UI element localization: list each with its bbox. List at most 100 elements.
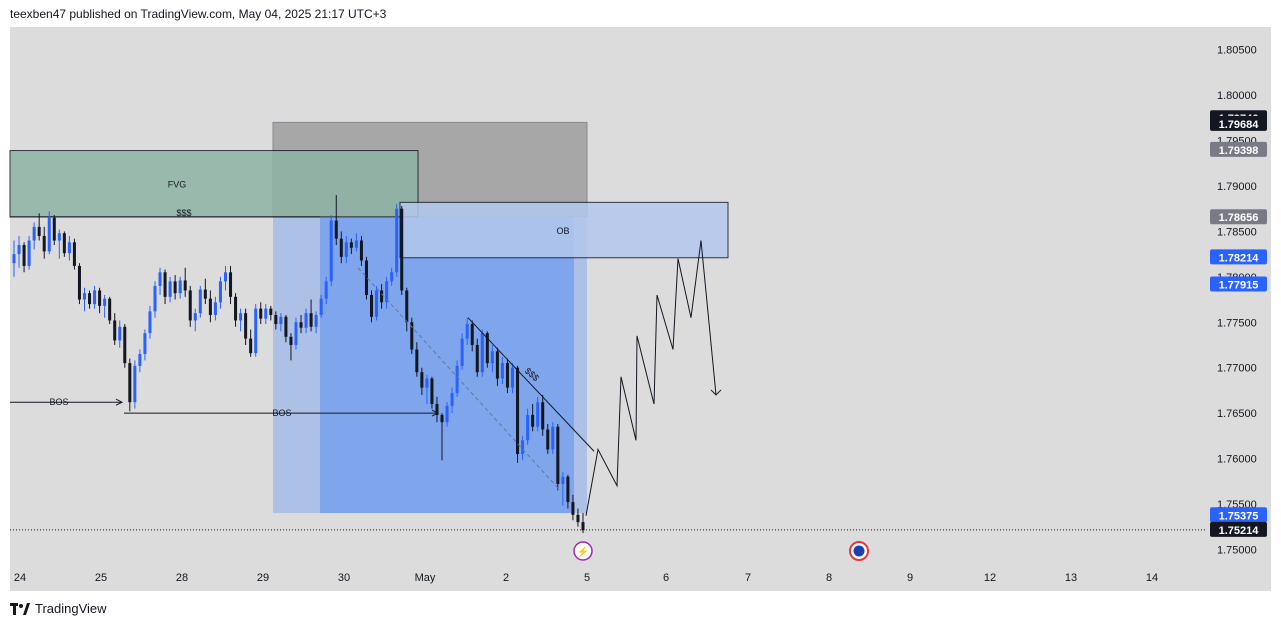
candle-body xyxy=(108,298,112,321)
candle-body xyxy=(319,298,323,315)
trendline xyxy=(467,317,595,452)
candle-body xyxy=(410,322,414,350)
candle-body xyxy=(22,245,26,266)
candle-body xyxy=(259,308,263,319)
candle-body xyxy=(42,235,46,252)
economic-event-inner xyxy=(853,545,865,557)
candle-body xyxy=(516,367,520,454)
y-tick-label: 1.77000 xyxy=(1217,363,1257,375)
candle-body xyxy=(445,405,449,423)
bos-right-label: BOS xyxy=(272,408,291,418)
candle-body xyxy=(294,322,298,345)
candle-body xyxy=(133,365,137,403)
lightning-event-icon[interactable] xyxy=(573,541,593,561)
x-tick-label: 28 xyxy=(176,572,188,584)
price-axis[interactable] xyxy=(1205,27,1271,563)
fvg-label: FVG xyxy=(168,180,187,190)
candle-body xyxy=(198,289,202,314)
candle-body xyxy=(395,208,399,273)
x-tick-label: 2 xyxy=(503,572,509,584)
x-tick-label: 12 xyxy=(984,572,996,584)
candle-body xyxy=(203,289,207,299)
plot-area[interactable] xyxy=(10,27,1205,563)
candle-body xyxy=(234,296,238,321)
x-tick-label: May xyxy=(415,572,436,584)
candle-body xyxy=(370,295,374,317)
candle-body xyxy=(390,272,394,282)
candle-body xyxy=(138,354,142,366)
candle-body xyxy=(148,311,152,334)
y-tick-label: 1.78500 xyxy=(1217,226,1257,238)
price-label-bg xyxy=(1210,209,1267,225)
price-label: 1.75375 xyxy=(1219,510,1259,522)
price-label-bg xyxy=(1210,115,1267,131)
candle-body xyxy=(153,285,157,312)
fvg-zone xyxy=(9,150,419,218)
candle-body xyxy=(440,414,444,423)
candle-body xyxy=(244,313,248,339)
x-tick-label: 14 xyxy=(1146,572,1158,584)
candle-body xyxy=(88,293,92,305)
price-label: 1.77915 xyxy=(1219,280,1259,292)
candle-body xyxy=(400,208,404,291)
candle-body xyxy=(510,367,515,388)
candle-body xyxy=(103,298,107,306)
candle-body xyxy=(551,426,555,450)
candle-body xyxy=(37,226,41,236)
candle-body xyxy=(490,351,494,364)
candle-body xyxy=(521,440,525,454)
candle-body xyxy=(556,426,560,484)
candle-body xyxy=(480,333,484,373)
x-tick-label: 9 xyxy=(907,572,913,584)
candle-body xyxy=(359,240,363,261)
candle-body xyxy=(415,349,419,373)
candle-body xyxy=(435,404,439,415)
candle-body xyxy=(531,414,535,427)
candle-body xyxy=(77,265,81,300)
price-label: 1.78656 xyxy=(1219,212,1259,224)
candle-body xyxy=(67,242,71,254)
tradingview-logo-icon xyxy=(10,602,30,615)
price-label: 1.79398 xyxy=(1219,145,1259,157)
x-tick-label: 5 xyxy=(584,572,590,584)
candle-body xyxy=(82,293,87,300)
candle-body xyxy=(173,281,177,294)
candle-body xyxy=(12,254,16,264)
candle-body xyxy=(118,326,122,341)
candle-body xyxy=(274,314,278,325)
price-label-bg xyxy=(1210,141,1267,157)
candle-body xyxy=(526,414,530,441)
candle-body xyxy=(143,333,147,355)
footer-branding: TradingView xyxy=(10,601,107,616)
candle-body xyxy=(123,326,127,364)
candle-body xyxy=(571,502,575,515)
candle-body xyxy=(299,322,303,328)
price-label: 1.79684 xyxy=(1219,119,1260,131)
candle-body xyxy=(213,302,217,315)
candle-body xyxy=(229,272,233,297)
candle-body xyxy=(183,280,187,291)
candle-body xyxy=(430,378,434,405)
time-axis[interactable] xyxy=(10,563,1271,591)
bos-left-label: BOS xyxy=(49,397,68,407)
candle-body xyxy=(113,320,117,341)
candle-body xyxy=(339,238,343,257)
candle-body xyxy=(17,245,21,255)
candle-body xyxy=(425,378,429,388)
x-tick-label: 8 xyxy=(826,572,832,584)
publish-header: teexben47 published on TradingView.com, … xyxy=(10,7,386,21)
candle-body xyxy=(158,272,162,286)
candle-body xyxy=(541,402,545,430)
candle-body xyxy=(354,240,358,248)
candle-body xyxy=(380,290,384,303)
candle-body xyxy=(475,344,479,373)
candle-body xyxy=(62,233,66,254)
candle-body xyxy=(254,308,258,354)
candle-body xyxy=(505,363,509,388)
y-tick-label: 1.76500 xyxy=(1217,408,1257,420)
y-tick-label: 1.75000 xyxy=(1217,544,1257,556)
candle-body xyxy=(495,351,499,379)
x-tick-label: 7 xyxy=(745,572,751,584)
